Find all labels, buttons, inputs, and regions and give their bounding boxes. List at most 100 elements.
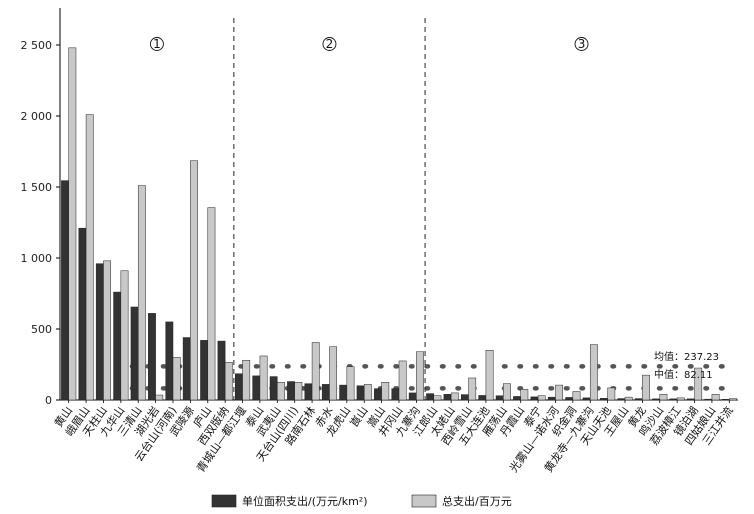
region-label: 1: [153, 37, 161, 51]
bar-unit-area-35: [669, 398, 678, 401]
bar-unit-area-25: [495, 395, 504, 401]
region-marker-circle: [574, 37, 589, 51]
reference-label-mean: 均值：237.23: [654, 350, 719, 363]
bar-unit-area-21: [426, 393, 435, 401]
bar-unit-area-5: [148, 313, 156, 401]
bar-total-33: [642, 374, 650, 401]
bar-unit-area-18: [374, 388, 382, 401]
bar-unit-area-24: [478, 395, 487, 401]
bar-total-38: [729, 398, 737, 401]
legend-label-total: 总支出/百万元: [442, 494, 512, 508]
bar-unit-area-9: [217, 340, 226, 401]
bar-total-35: [676, 397, 685, 401]
region-labels: 1 2 3: [149, 37, 589, 51]
legend: 单位面积支出/(万元/km²) 总支出/百万元: [211, 494, 512, 508]
bar-unit-area-34: [652, 398, 661, 401]
bar-unit-area-13: [287, 381, 295, 401]
bar-total-21: [433, 395, 442, 401]
bars: [61, 47, 737, 401]
bar-total-18: [381, 382, 390, 401]
bar-total-20: [416, 351, 424, 401]
bar-total-36: [694, 367, 703, 401]
bar-unit-area-16: [339, 384, 348, 401]
bar-unit-area-31: [600, 398, 608, 401]
bar-unit-area-2: [95, 263, 104, 401]
bar-unit-area-4: [130, 306, 139, 401]
y-tick-label: 2 000: [21, 110, 53, 123]
bar-total-17: [363, 384, 372, 401]
y-tick-label: 2 500: [21, 39, 53, 52]
bar-total-27: [537, 395, 546, 401]
legend-swatch-total: [411, 494, 437, 508]
bar-unit-area-14: [304, 383, 313, 401]
bar-total-3: [120, 270, 129, 401]
bar-unit-area-19: [391, 388, 400, 401]
bar-unit-area-22: [443, 394, 452, 401]
bar-total-2: [103, 260, 112, 401]
bar-total-22: [450, 392, 459, 401]
bar-total-31: [607, 387, 616, 401]
legend-label-unit-area: 单位面积支出/(万元/km²): [242, 494, 368, 508]
bar-unit-area-7: [182, 337, 191, 401]
bar-unit-area-8: [200, 340, 209, 401]
bar-unit-area-17: [356, 385, 365, 401]
bar-total-19: [398, 360, 407, 401]
bar-unit-area-1: [78, 227, 87, 401]
category-label: 崀山: [347, 404, 370, 429]
reference-label-median: 中值：82.11: [654, 368, 713, 381]
bar-total-28: [555, 384, 564, 401]
bar-total-12: [277, 382, 285, 401]
bar-unit-area-32: [617, 398, 626, 401]
bar-unit-area-0: [61, 180, 69, 401]
bar-unit-area-3: [113, 291, 122, 401]
bar-unit-area-38: [721, 399, 730, 401]
category-labels: 黄山峨眉山天柱山九华山三清山湖光岩云台山(河南)武陵源庐山西双版纳青城山—都江堰…: [51, 404, 736, 475]
bar-unit-area-27: [530, 396, 539, 401]
bar-unit-area-12: [269, 376, 278, 401]
bar-total-23: [468, 377, 477, 401]
bar-total-0: [68, 47, 77, 401]
bar-total-14: [311, 342, 320, 401]
bar-total-9: [224, 362, 233, 401]
region-label: 3: [578, 37, 586, 51]
region-label: 2: [326, 37, 334, 51]
bar-total-6: [172, 357, 181, 401]
bar-unit-area-11: [252, 375, 261, 401]
bar-total-5: [155, 394, 164, 401]
y-tick-label: 1 000: [21, 252, 53, 265]
y-tick-label: 500: [31, 323, 52, 336]
bar-total-8: [207, 207, 216, 401]
bar-unit-area-15: [321, 384, 330, 401]
bar-total-10: [242, 359, 251, 401]
bar-unit-area-36: [686, 398, 695, 401]
bar-total-16: [346, 366, 355, 401]
region-marker-circle: [322, 37, 337, 51]
bar-total-26: [520, 389, 529, 401]
bar-total-1: [85, 114, 94, 401]
bar-unit-area-33: [634, 398, 643, 401]
region-dividers: [233, 18, 426, 400]
bar-total-29: [572, 391, 581, 401]
bar-total-4: [137, 185, 146, 401]
bar-total-30: [589, 344, 598, 401]
bar-total-13: [294, 382, 303, 401]
bar-total-15: [329, 346, 338, 401]
bar-unit-area-37: [704, 398, 713, 401]
y-tick-label: 1 500: [21, 181, 53, 194]
bar-unit-area-26: [513, 396, 521, 401]
bar-total-25: [503, 383, 511, 401]
bar-unit-area-30: [582, 397, 591, 401]
bar-unit-area-29: [565, 397, 574, 401]
bar-unit-area-10: [234, 373, 243, 401]
bar-unit-area-28: [547, 396, 556, 401]
bar-total-7: [190, 160, 198, 401]
bar-unit-area-23: [460, 394, 469, 401]
bar-total-37: [711, 394, 720, 401]
bar-total-24: [485, 350, 494, 401]
bar-total-32: [624, 396, 633, 401]
bar-total-11: [259, 355, 268, 401]
reference-labels: 均值：237.23 中值：82.11: [654, 350, 719, 381]
bar-unit-area-20: [408, 392, 417, 401]
bar-total-34: [659, 394, 668, 401]
